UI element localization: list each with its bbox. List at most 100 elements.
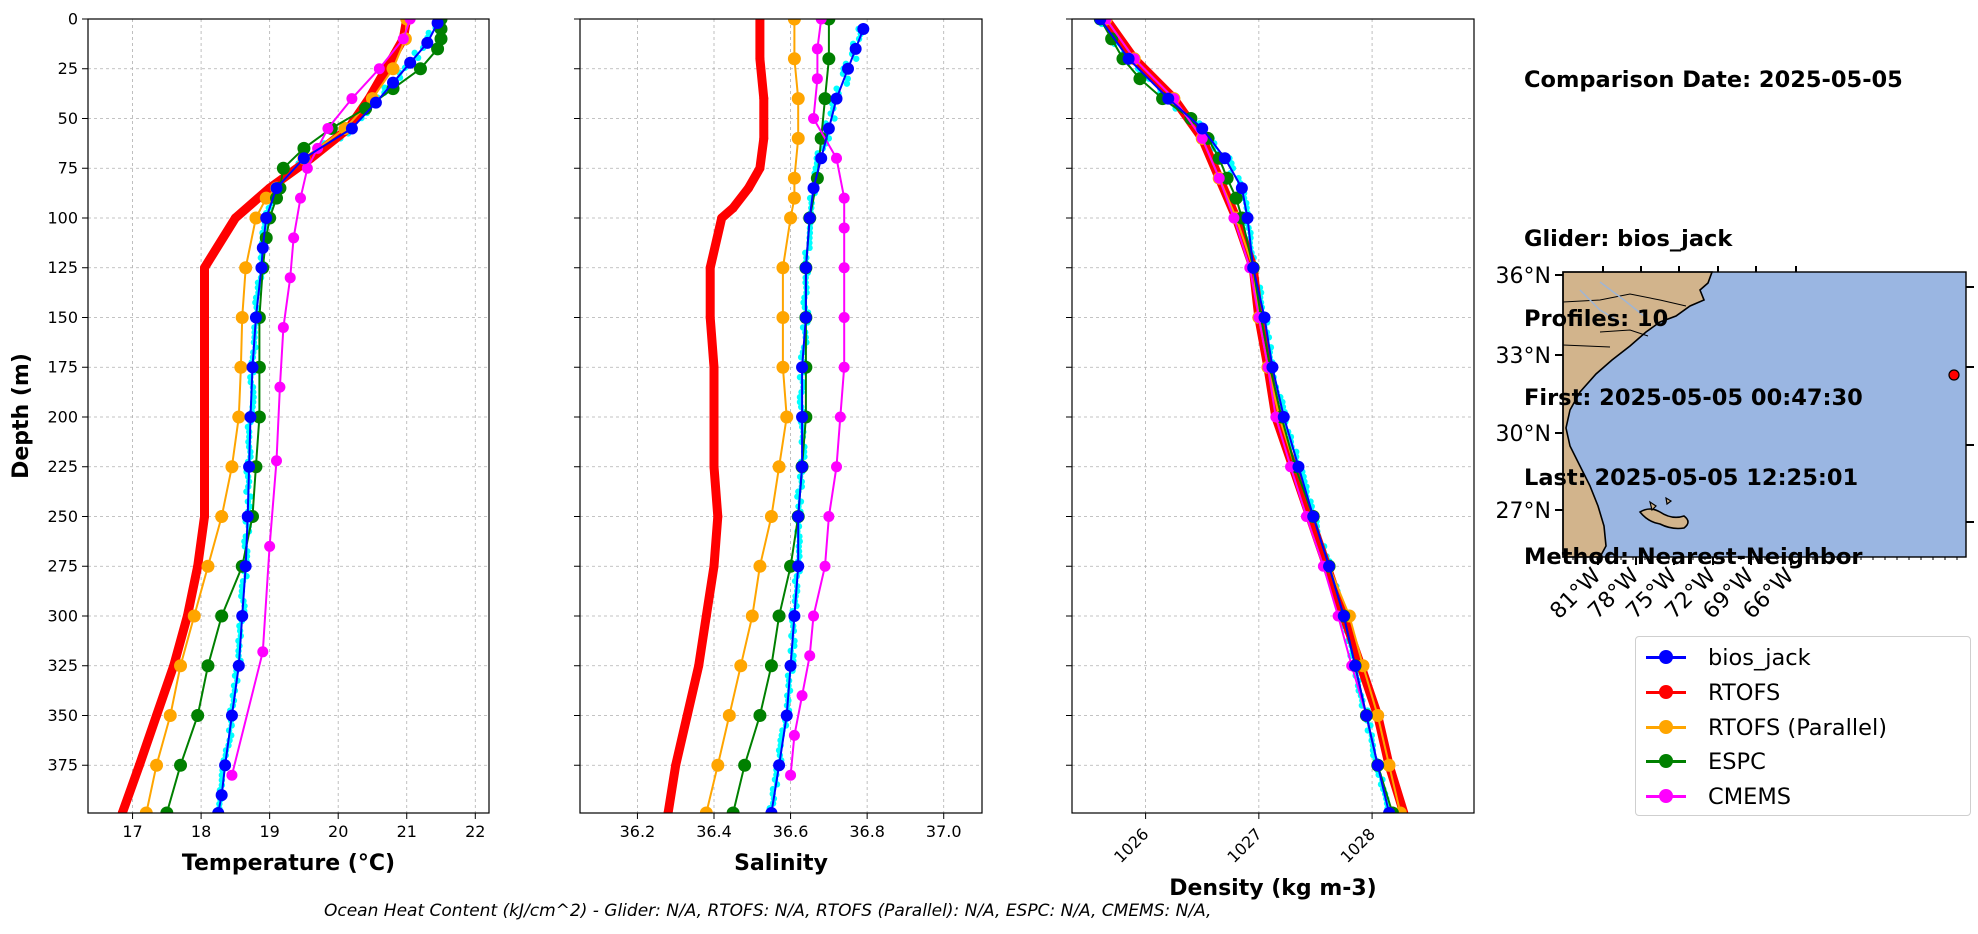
- espc-point: [1105, 32, 1119, 46]
- rtofs-parallel-point: [232, 410, 246, 424]
- bios-jack-point: [807, 182, 820, 195]
- espc-point: [726, 806, 740, 813]
- cmems-point: [811, 43, 823, 55]
- cmems-point: [346, 93, 358, 105]
- bios-jack-point: [225, 709, 238, 722]
- legend-item-cmems: CMEMS: [1636, 780, 1970, 814]
- cmems-line: [1105, 19, 1379, 766]
- rtofs-point: [200, 312, 210, 322]
- bios-jack-point: [784, 659, 797, 672]
- espc-point: [431, 42, 445, 56]
- cmems-line: [230, 19, 412, 776]
- rtofs-parallel-point: [734, 659, 748, 673]
- y-tick-label: 50: [58, 109, 78, 128]
- espc-point: [160, 806, 174, 813]
- bios-jack-point: [1196, 122, 1209, 135]
- rtofs-parallel-point: [187, 609, 201, 623]
- cmems-point: [808, 610, 820, 622]
- axes-frame: [1071, 18, 1475, 814]
- rtofs-parallel-point: [787, 52, 801, 66]
- cmems-point: [834, 411, 846, 423]
- rtofs-parallel-point: [722, 708, 736, 722]
- rtofs-point: [682, 710, 692, 720]
- y-tick-label: 75: [58, 159, 78, 178]
- x-tick-label: 19: [259, 822, 279, 841]
- state-border: [1562, 293, 1687, 307]
- bios-jack-point: [822, 122, 835, 135]
- bios-jack-point: [799, 261, 812, 274]
- glider-raw-point: [425, 29, 432, 37]
- x-tick-label: 22: [465, 822, 485, 841]
- rtofs-parallel-point: [163, 708, 177, 722]
- map-lat-label: 30°N: [1496, 422, 1551, 447]
- map-lat-label: 27°N: [1496, 499, 1551, 524]
- legend-marker-swatch: [1659, 754, 1673, 769]
- river: [1579, 289, 1621, 323]
- bios-jack-point: [1349, 659, 1362, 672]
- bios-jack-point: [830, 92, 843, 105]
- bios-jack-point: [1258, 311, 1271, 324]
- rtofs-point: [709, 362, 719, 372]
- bios-jack-point: [404, 56, 417, 69]
- bios-jack-point: [1218, 152, 1231, 165]
- cmems-point: [1196, 132, 1208, 144]
- espc-point: [359, 102, 373, 116]
- legend-marker-swatch: [1659, 650, 1673, 664]
- rtofs-point: [759, 94, 769, 104]
- bios-jack-point: [215, 789, 228, 802]
- bios-jack-point: [857, 22, 870, 35]
- series-cmems: [226, 19, 416, 781]
- legend-item-bios-jack: bios_jack: [1636, 641, 1970, 675]
- rtofs-point: [755, 163, 765, 173]
- river: [1599, 281, 1645, 317]
- rtofs-parallel-point: [150, 758, 164, 772]
- rtofs-parallel-point: [780, 410, 794, 424]
- legend-marker-swatch: [1659, 719, 1673, 734]
- x-tick-label: 1026: [1110, 824, 1152, 866]
- rtofs-point: [713, 511, 723, 521]
- espc-point: [276, 161, 290, 175]
- cmems-point: [838, 192, 850, 204]
- bios-jack-point: [1360, 709, 1373, 722]
- espc-point: [753, 708, 767, 722]
- cmems-point: [838, 311, 850, 323]
- x-axis-label: Temperature (°C): [182, 851, 395, 876]
- espc-point: [738, 758, 752, 772]
- rtofs-point: [134, 760, 144, 770]
- bios-jack-point: [1337, 609, 1350, 622]
- cmems-point: [294, 192, 306, 204]
- y-tick-label: 325: [47, 656, 78, 675]
- rtofs-parallel-point: [215, 509, 229, 523]
- bios-jack-point: [421, 36, 434, 49]
- rtofs-parallel-point: [249, 211, 263, 225]
- espc-point: [814, 131, 828, 145]
- bios-jack-point: [773, 759, 786, 772]
- bios-jack-point: [765, 807, 778, 813]
- espc-point: [1220, 171, 1234, 185]
- bios-jack-point: [212, 807, 225, 813]
- series-espc: [1093, 19, 1399, 813]
- salinity-panel: 36.2 36.4 36.6 36.8 37.0 Salinity: [574, 18, 983, 876]
- espc-point: [201, 659, 215, 673]
- bios-jack-point: [780, 709, 793, 722]
- series-rtofs-parallel: [139, 19, 414, 813]
- bios-jack-point: [260, 211, 273, 224]
- bios-jack-point: [1292, 460, 1305, 473]
- bios-jack-point: [1266, 361, 1279, 374]
- espc-point: [413, 62, 427, 76]
- bios-jack-point: [803, 211, 816, 224]
- series-bios-jack: [1094, 19, 1396, 813]
- rtofs-point: [663, 808, 673, 813]
- glider-raw-point: [831, 115, 838, 122]
- bios-jack-point: [270, 182, 283, 195]
- glider-location-marker: [1948, 369, 1960, 381]
- glider-raw-point: [844, 75, 851, 82]
- rtofs-parallel-point: [776, 360, 790, 374]
- cmems-point: [838, 262, 850, 274]
- espc-point: [252, 410, 266, 424]
- profiles-count-text: Profiles: 10: [1524, 305, 1669, 332]
- cmems-point: [808, 112, 820, 124]
- cmems-point: [322, 122, 334, 134]
- series-rtofs: [663, 19, 769, 813]
- cmems-point: [226, 769, 238, 781]
